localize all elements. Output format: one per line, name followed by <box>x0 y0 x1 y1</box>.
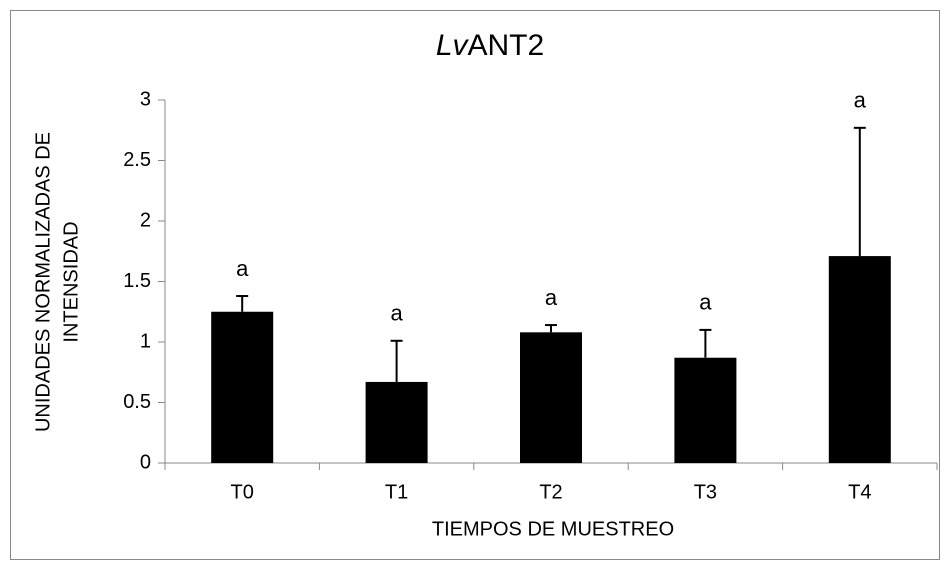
title-part: ANT2 <box>468 29 545 62</box>
y-tick-label: 0 <box>140 451 151 473</box>
x-tick-label: T1 <box>385 481 408 503</box>
y-tick-label: 0.5 <box>123 391 151 413</box>
title-part: Lv <box>436 29 470 62</box>
bar <box>520 332 582 463</box>
bar <box>828 256 891 463</box>
y-tick-label: 1.5 <box>123 270 151 292</box>
y-tick-label: 1 <box>140 330 151 352</box>
x-axis-label: TIEMPOS DE MUESTREO <box>432 518 674 540</box>
significance-letter: a <box>545 285 558 310</box>
x-tick-label: T2 <box>539 481 562 503</box>
significance-letter: a <box>390 301 403 326</box>
y-axis-label-line: INTENSIDAD <box>60 221 82 342</box>
y-tick-label: 2 <box>140 209 151 231</box>
error-bar <box>545 324 557 333</box>
x-tick-label: T3 <box>694 481 717 503</box>
error-bar <box>236 295 249 312</box>
bar <box>211 311 274 463</box>
chart-title: LvANT2 <box>436 29 544 62</box>
significance-letter: a <box>699 290 712 315</box>
significance-letter: a <box>854 88 867 113</box>
error-bar <box>853 126 866 257</box>
x-tick-label: T0 <box>231 481 254 503</box>
error-bar <box>699 328 712 358</box>
bar <box>674 357 737 463</box>
y-axis-label-line: UNIDADES NORMALIZADAS DE <box>32 132 54 432</box>
significance-letter: a <box>236 256 249 281</box>
x-tick-label: T4 <box>848 481 871 503</box>
error-bar <box>390 339 403 382</box>
y-tick-label: 3 <box>140 88 151 110</box>
y-axis-label: UNIDADES NORMALIZADAS DE INTENSIDAD <box>32 132 82 432</box>
y-tick-label: 2.5 <box>123 149 151 171</box>
bar <box>365 381 428 463</box>
